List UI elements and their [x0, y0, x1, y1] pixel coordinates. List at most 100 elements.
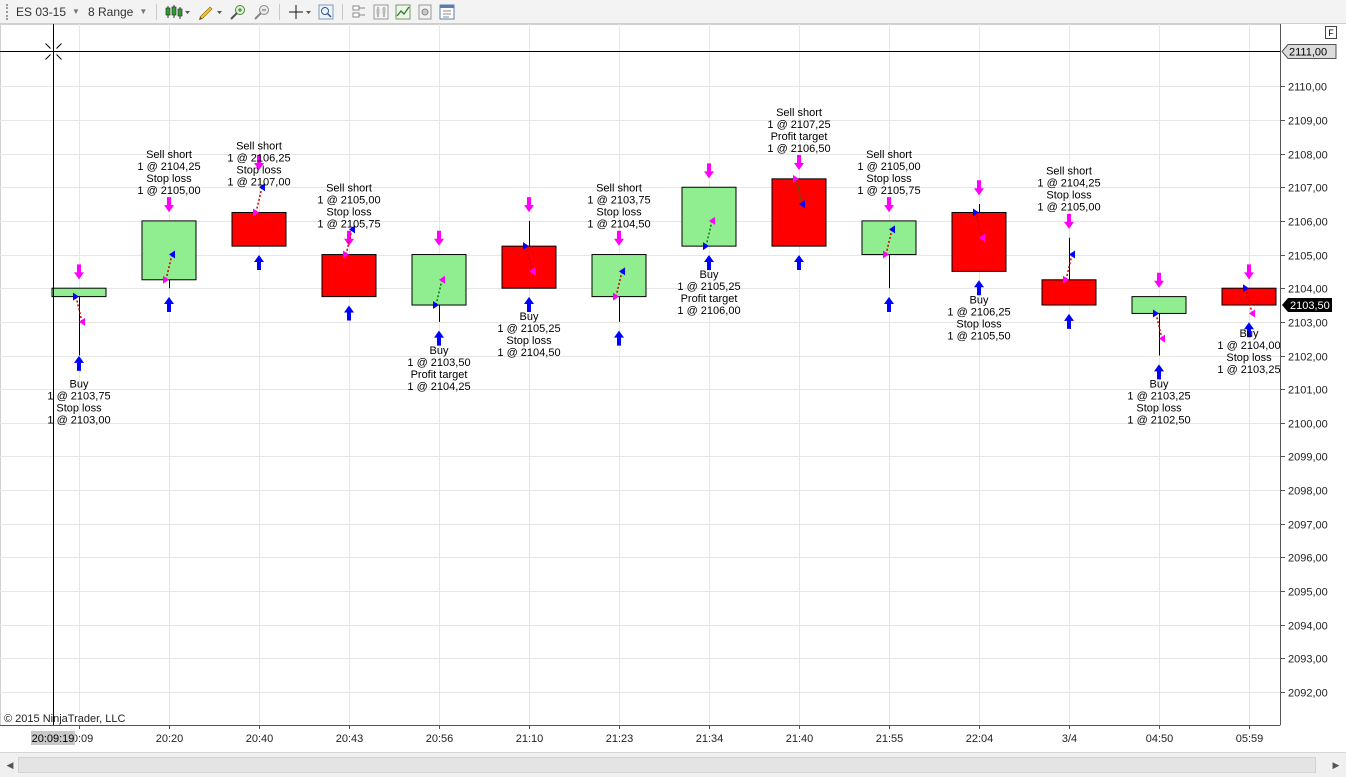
y-tick-label: 2096,00	[1288, 553, 1328, 565]
sell-signal-arrow	[254, 155, 264, 171]
down-bar	[321, 254, 377, 298]
properties-button[interactable]	[437, 2, 457, 22]
drawing-tool-button[interactable]	[195, 2, 225, 22]
y-tick-label: 2097,00	[1288, 520, 1328, 532]
trade-annotation-line: 1 @ 2106,50	[767, 143, 830, 155]
trade-exit-marker	[1069, 250, 1075, 259]
down-bar	[501, 245, 557, 289]
down-bar	[231, 211, 287, 247]
buy-signal-arrow	[524, 297, 534, 313]
chart-trader-button[interactable]	[371, 2, 391, 22]
trade-entry-marker	[973, 208, 979, 217]
trade-annotation-line: Profit target	[771, 131, 828, 143]
trade-annotation-line: 1 @ 2107,25	[767, 119, 830, 131]
chevron-down-icon: ▼	[139, 7, 148, 16]
sell-signal-arrow	[884, 197, 894, 213]
trade-line	[255, 187, 263, 213]
y-tick-label: 2110,00	[1288, 82, 1327, 94]
trade-exit-marker	[259, 183, 265, 192]
trade-annotation-line: 1 @ 2105,25	[677, 281, 740, 293]
trade-annotation-line: 1 @ 2104,25	[407, 381, 470, 393]
y-tick-label: 2094,00	[1288, 621, 1328, 633]
trade-line	[1065, 254, 1073, 280]
trade-annotation-line: 1 @ 2103,00	[47, 415, 110, 427]
trade-markers	[73, 155, 1255, 380]
chart-overlays: 2103,50 2111,00 20:09:19 F © 2015 NinjaTrade…	[0, 24, 1337, 745]
bar-type-selector[interactable]: 8 Range ▼	[84, 2, 151, 22]
trade-annotation-line: Sell short	[866, 149, 912, 161]
sell-signal-arrow	[1154, 272, 1164, 288]
strategies-button[interactable]	[415, 2, 435, 22]
sell-signal-arrow	[794, 155, 804, 171]
trade-exit-marker	[529, 267, 535, 276]
y-tick-label: 2104,00	[1288, 284, 1328, 296]
chevron-down-icon: ▼	[72, 7, 80, 16]
last-price-label: 2103,50	[1290, 300, 1330, 312]
trade-annotation-line: 1 @ 2107,00	[227, 176, 290, 188]
trade-line	[795, 178, 803, 205]
up-bar	[141, 220, 197, 281]
buy-signal-arrow	[254, 254, 264, 270]
scroll-left-icon[interactable]: ◀	[6, 759, 14, 770]
x-tick-label: 22:04	[966, 733, 994, 745]
trade-exit-marker	[1159, 334, 1165, 343]
toolbar-divider	[279, 3, 281, 20]
y-tick-label: 2092,00	[1288, 688, 1328, 700]
buy-signal-arrow	[614, 330, 624, 346]
zoom-out-button[interactable]	[251, 2, 273, 22]
trade-annotation-line: 1 @ 2105,25	[497, 323, 560, 335]
toolbar-grip[interactable]	[6, 3, 12, 20]
trade-exit-marker	[799, 200, 805, 209]
zoom-in-button[interactable]	[227, 2, 249, 22]
price-axis[interactable]: 2092,00 2093,00 2094,00 2095,00 2096,00 2097,…	[1280, 24, 1328, 725]
instrument-selector[interactable]: ES 03-15 ▼	[12, 2, 84, 22]
trade-entry-marker	[1243, 284, 1249, 293]
crosshair-price-box	[1281, 44, 1337, 59]
trade-annotation-line: 1 @ 2105,00	[317, 195, 380, 207]
instrument-label: ES 03-15	[16, 4, 67, 19]
trade-annotation-line: 1 @ 2106,00	[677, 305, 740, 317]
trade-exit-marker	[169, 250, 175, 259]
sell-signal-arrow	[614, 230, 624, 246]
trade-annotation-line: 1 @ 2103,25	[1217, 364, 1280, 376]
last-price-marker	[1282, 298, 1332, 313]
trade-annotation-line: Stop loss	[1136, 403, 1182, 415]
find-button[interactable]	[316, 2, 336, 22]
y-tick-label: 2101,00	[1288, 385, 1328, 397]
data-box-button[interactable]	[349, 2, 369, 22]
trade-annotation-line: 1 @ 2105,00	[137, 185, 200, 197]
horizontal-scrollbar[interactable]: ◀ ▶	[0, 752, 1346, 777]
scrollbar-thumb[interactable]	[18, 757, 1316, 773]
buy-signal-arrow	[884, 297, 894, 313]
f-button[interactable]	[1325, 26, 1337, 39]
sell-signal-arrow	[74, 264, 84, 280]
trade-annotation-line: Stop loss	[1046, 190, 1092, 202]
scroll-right-icon[interactable]: ▶	[1332, 759, 1340, 770]
trade-entry-marker	[343, 250, 349, 259]
crosshair-price-label: 2111,00	[1289, 47, 1327, 59]
trade-annotation-line: 1 @ 2105,00	[857, 161, 920, 173]
trade-annotation-line: Stop loss	[1226, 352, 1272, 364]
trade-annotation-line: Buy	[70, 379, 89, 391]
trade-annotation-line: Stop loss	[146, 173, 192, 185]
crosshair-button[interactable]	[286, 2, 314, 22]
indicators-button[interactable]	[393, 2, 413, 22]
time-axis[interactable]: 20:09 20:20 20:40 20:43 20:56 21:10 21:23 21:34…	[0, 725, 1280, 745]
trade-annotation-line: Stop loss	[56, 403, 102, 415]
bar-style-button[interactable]	[163, 2, 193, 22]
sell-signal-arrow	[344, 230, 354, 246]
trade-annotation-line: Buy	[1150, 379, 1169, 391]
buy-signal-arrow	[794, 254, 804, 270]
buy-signal-arrow	[704, 254, 714, 270]
y-tick-label: 2102,00	[1288, 352, 1328, 364]
